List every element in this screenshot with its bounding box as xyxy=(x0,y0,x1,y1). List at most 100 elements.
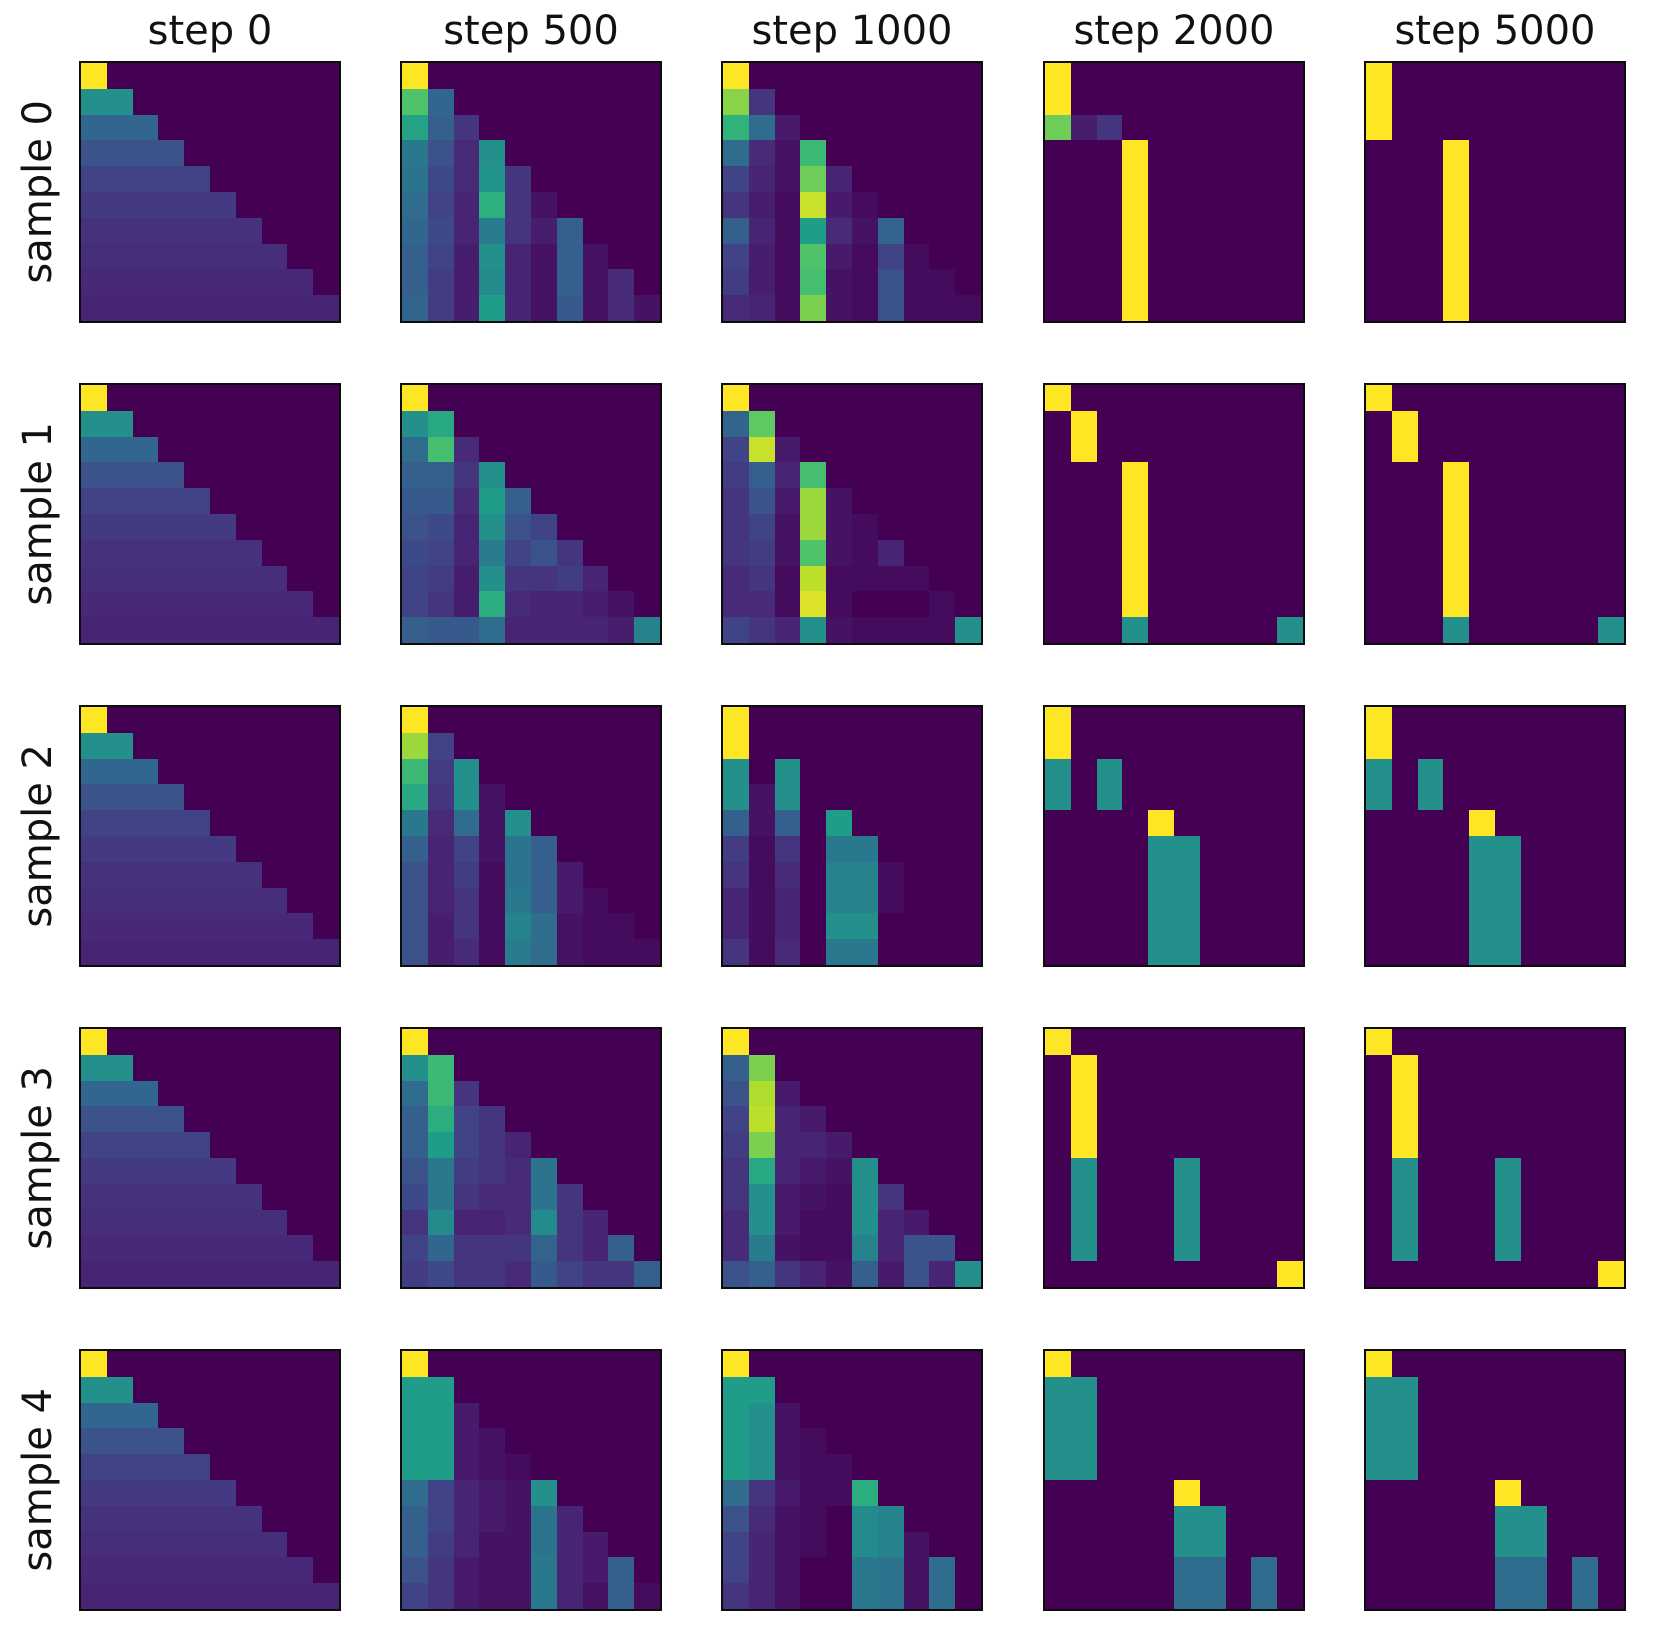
heatmap-cell xyxy=(851,1183,878,1210)
heatmap-cell xyxy=(826,166,852,192)
heatmap-cell xyxy=(106,617,133,643)
heatmap-cell xyxy=(903,1376,930,1403)
heatmap-cell xyxy=(1199,217,1226,244)
heatmap-cell xyxy=(209,410,236,437)
heatmap-cell xyxy=(1598,1531,1624,1558)
heatmap-cell xyxy=(1443,1376,1470,1403)
heatmap-cell xyxy=(1572,462,1599,489)
heatmap-panel-sample-2-step-0 xyxy=(79,705,341,967)
heatmap-cell xyxy=(1366,939,1392,965)
heatmap-cell xyxy=(1225,732,1252,759)
heatmap-cell xyxy=(1366,732,1392,759)
heatmap-cell xyxy=(81,1080,107,1107)
heatmap-cell xyxy=(1096,1505,1123,1532)
heatmap-cell xyxy=(1417,1106,1444,1133)
heatmap-cell xyxy=(453,513,480,540)
heatmap-cell xyxy=(826,835,852,862)
heatmap-panel-sample-3-step-0 xyxy=(79,1027,341,1289)
heatmap-cell xyxy=(903,1531,930,1558)
heatmap-cell xyxy=(634,1557,660,1584)
heatmap-cell xyxy=(1417,1402,1444,1429)
heatmap-cell xyxy=(1148,758,1174,785)
heatmap-cell xyxy=(723,861,749,888)
heatmap-cell xyxy=(1251,1479,1278,1506)
heatmap-cell xyxy=(1096,1080,1123,1107)
heatmap-cell xyxy=(132,462,159,489)
heatmap-cell xyxy=(1443,1183,1470,1210)
heatmap-cell xyxy=(479,436,506,463)
heatmap-cell xyxy=(851,913,878,940)
heatmap-cell xyxy=(826,513,852,540)
heatmap-cell xyxy=(132,1235,159,1262)
heatmap-cell xyxy=(582,1376,609,1403)
heatmap-cell xyxy=(955,1132,981,1158)
heatmap-cell xyxy=(261,1531,288,1558)
heatmap-cell xyxy=(774,784,801,811)
heatmap-cell xyxy=(1173,1428,1200,1455)
heatmap-cell xyxy=(132,565,159,592)
heatmap-cell xyxy=(184,913,210,940)
heatmap-cell xyxy=(1225,269,1252,296)
heatmap-cell xyxy=(608,784,635,811)
heatmap-cell xyxy=(929,1080,956,1107)
heatmap-cell xyxy=(1122,1376,1149,1403)
heatmap-cell xyxy=(877,1054,904,1081)
heatmap-cell xyxy=(1096,1209,1123,1236)
heatmap-cell xyxy=(287,1376,314,1403)
heatmap-cell xyxy=(1045,1157,1071,1184)
heatmap-panel-sample-0-step-2000 xyxy=(1043,61,1305,323)
heatmap-cell xyxy=(427,295,454,321)
row-label-sample-0: sample 0 xyxy=(15,100,61,284)
heatmap-cell xyxy=(556,295,583,321)
heatmap-cell xyxy=(313,1235,339,1262)
heatmap-cell xyxy=(556,1054,583,1081)
heatmap-cell xyxy=(479,217,506,244)
heatmap-cell xyxy=(634,1080,660,1107)
heatmap-cell xyxy=(955,1428,981,1455)
heatmap-cell xyxy=(1417,114,1444,141)
heatmap-cell xyxy=(1598,591,1624,618)
heatmap-cell xyxy=(955,707,981,733)
heatmap-cell xyxy=(158,140,185,167)
heatmap-cell xyxy=(1199,732,1226,759)
heatmap-cell xyxy=(851,539,878,566)
heatmap-cell xyxy=(1148,462,1174,489)
heatmap-cell xyxy=(1417,1235,1444,1262)
heatmap-cell xyxy=(582,1583,609,1609)
heatmap-cell xyxy=(505,1054,531,1081)
heatmap-cell xyxy=(1173,191,1200,218)
heatmap-cell xyxy=(955,1531,981,1558)
heatmap-cell xyxy=(1494,835,1521,862)
heatmap-cell xyxy=(1199,810,1226,836)
heatmap-cell xyxy=(723,1351,749,1377)
heatmap-cell xyxy=(1494,1029,1521,1055)
column-title-step-0: step 0 xyxy=(147,8,273,54)
heatmap-panel-sample-2-step-2000 xyxy=(1043,705,1305,967)
heatmap-cell xyxy=(235,1106,262,1133)
heatmap-cell xyxy=(505,1235,531,1262)
heatmap-cell xyxy=(1251,1531,1278,1558)
heatmap-cell xyxy=(877,617,904,643)
heatmap-cell xyxy=(1199,1531,1226,1558)
heatmap-cell xyxy=(209,1557,236,1584)
heatmap-cell xyxy=(402,191,428,218)
heatmap-cell xyxy=(106,758,133,785)
heatmap-cell xyxy=(1096,1479,1123,1506)
heatmap-cell xyxy=(1277,732,1303,759)
heatmap-cell xyxy=(955,732,981,759)
heatmap-cell xyxy=(313,1454,339,1480)
heatmap-cell xyxy=(479,1183,506,1210)
heatmap-cell xyxy=(1417,1054,1444,1081)
heatmap-cell xyxy=(1173,539,1200,566)
heatmap-cell xyxy=(851,385,878,411)
heatmap-cell xyxy=(877,539,904,566)
heatmap-cell xyxy=(748,513,775,540)
heatmap-cell xyxy=(453,1157,480,1184)
heatmap-cell xyxy=(851,939,878,965)
heatmap-cell xyxy=(748,243,775,270)
heatmap-cell xyxy=(1520,462,1547,489)
heatmap-cell xyxy=(505,462,531,489)
heatmap-cell xyxy=(158,63,185,89)
heatmap-cell xyxy=(1096,565,1123,592)
heatmap-cell xyxy=(479,810,506,836)
